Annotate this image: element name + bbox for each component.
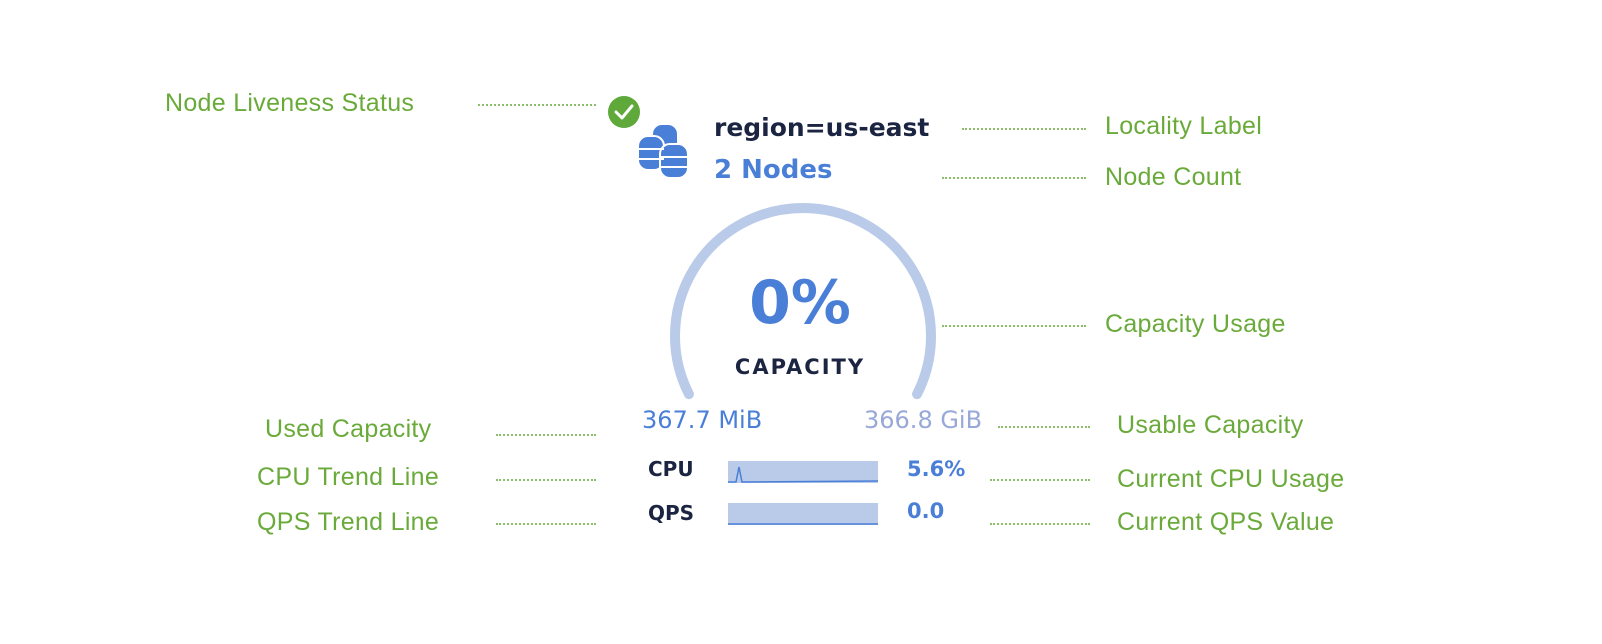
qps-value: 0.0 [907, 499, 945, 523]
cpu-value: 5.6% [907, 457, 966, 481]
leader-line [942, 325, 1086, 327]
annotation-node-count: Node Count [1105, 163, 1242, 191]
database-icon [637, 123, 689, 179]
leader-line [990, 479, 1090, 481]
leader-line [962, 128, 1086, 130]
qps-trend-line [728, 503, 878, 525]
leader-line [942, 177, 1086, 179]
capacity-gauge [670, 203, 936, 400]
cpu-trend-line [728, 461, 878, 483]
qps-label: QPS [648, 501, 695, 525]
gauge-track [670, 203, 936, 400]
leader-line [496, 523, 596, 525]
annotation-current-cpu: Current CPU Usage [1117, 465, 1345, 493]
usable-capacity: 366.8 GiB [864, 406, 983, 434]
annotation-liveness: Node Liveness Status [165, 89, 415, 117]
leader-line [496, 434, 596, 436]
locality-label[interactable]: region=us-east [714, 113, 930, 142]
annotation-used-capacity: Used Capacity [265, 415, 432, 443]
check-circle-icon [608, 96, 640, 128]
used-capacity: 367.7 MiB [642, 406, 763, 434]
annotation-cpu-trend: CPU Trend Line [257, 463, 440, 491]
annotation-capacity-usage: Capacity Usage [1105, 310, 1286, 338]
annotation-current-qps: Current QPS Value [1117, 508, 1335, 536]
leader-line [478, 104, 596, 106]
leader-line [998, 426, 1090, 428]
annotation-qps-trend: QPS Trend Line [257, 508, 440, 536]
annotation-locality: Locality Label [1105, 112, 1263, 140]
cpu-label: CPU [648, 457, 694, 481]
leader-line [496, 479, 596, 481]
node-count[interactable]: 2 Nodes [714, 155, 833, 185]
capacity-percent: 0% [749, 268, 851, 338]
leader-line [990, 523, 1090, 525]
capacity-label: CAPACITY [734, 355, 866, 379]
annotation-usable-capacity: Usable Capacity [1117, 411, 1304, 439]
